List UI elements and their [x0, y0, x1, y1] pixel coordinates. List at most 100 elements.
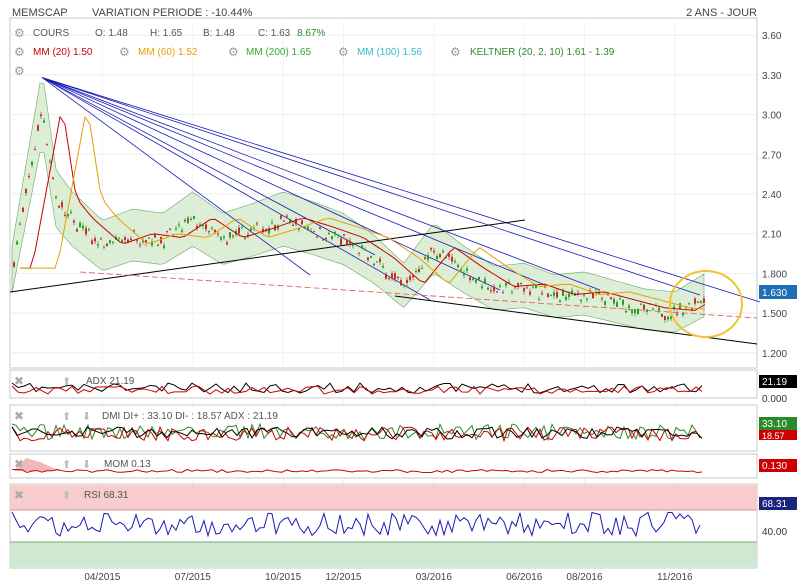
candle-body [433, 250, 435, 253]
candle-body [19, 223, 21, 225]
candle-body [364, 249, 366, 251]
candle-body [499, 285, 501, 287]
close-icon[interactable]: ✖ [14, 457, 24, 471]
candle-body [340, 238, 342, 245]
arrow-up-icon[interactable]: ⬆ [62, 490, 71, 502]
candle-body [622, 299, 624, 305]
candle-body [316, 236, 318, 238]
candle-body [313, 231, 315, 233]
candle-body [436, 256, 438, 260]
candle-body [523, 287, 525, 292]
close-icon[interactable]: ✖ [14, 488, 24, 502]
candle-body [613, 298, 615, 304]
candle-body [520, 282, 522, 284]
gear-icon[interactable]: ⚙ [14, 64, 25, 78]
mm20-line [20, 115, 706, 311]
legend-keltner[interactable]: KELTNER (20, 2, 10) 1.61 - 1.39 [470, 47, 615, 58]
candle-body [202, 225, 204, 227]
close-icon[interactable]: ✖ [14, 409, 24, 423]
candle-body [268, 227, 270, 234]
price-tick: 2.40 [762, 190, 782, 201]
legend-mm20[interactable]: MM (20) 1.50 [33, 47, 93, 58]
ticker: MEMSCAP [12, 7, 68, 19]
candle-body [109, 240, 111, 243]
candle-body [130, 238, 132, 241]
candle-body [409, 276, 411, 280]
legend-mm100[interactable]: MM (100) 1.56 [357, 47, 422, 58]
candle-body [652, 308, 654, 310]
candle-body [103, 246, 105, 248]
candle-body [241, 226, 243, 228]
gear-icon[interactable]: ⚙ [338, 45, 349, 59]
rsi-badge: 68.31 [762, 499, 787, 510]
candle-body [46, 144, 48, 146]
candle-body [136, 240, 138, 242]
candle-body [643, 304, 645, 310]
candle-body [334, 231, 336, 235]
adx-badge-bg [759, 375, 797, 388]
dmi-minus-badge-bg [759, 430, 797, 440]
legend-cours[interactable]: ⚙ COURS O: 1.48 H: 1.65 B: 1.48 C: 1.63 … [14, 26, 325, 40]
candle-body [280, 215, 282, 219]
candle-body [112, 241, 114, 243]
gear-icon[interactable]: ⚙ [450, 45, 461, 59]
candle-body [466, 268, 468, 271]
candle-body [379, 258, 381, 262]
candle-body [106, 243, 108, 246]
candle-body [43, 120, 45, 123]
arrow-up-icon[interactable]: ⬆ [62, 411, 71, 423]
candle-body [166, 231, 168, 233]
candle-body [406, 279, 408, 283]
candle-body [70, 211, 72, 213]
candle-body [442, 250, 444, 253]
candle-body [289, 219, 291, 222]
legend-mm60[interactable]: MM (60) 1.52 [138, 47, 198, 58]
gear-icon[interactable]: ⚙ [14, 26, 25, 40]
candle-body [601, 298, 603, 300]
candle-body [496, 291, 498, 293]
arrow-up-icon[interactable]: ⬆ [62, 376, 71, 388]
arrow-up-icon[interactable]: ⬆ [62, 459, 71, 471]
candle-body [223, 236, 225, 238]
date-tick: 10/2015 [265, 572, 302, 583]
rsi-oversold-zone [10, 542, 757, 567]
candle-body [481, 286, 483, 289]
price-badge: 1.630 [762, 288, 787, 299]
trend-line [9, 219, 526, 293]
candle-body [34, 149, 36, 151]
arrow-down-icon[interactable]: ⬇ [82, 411, 91, 423]
gear-icon[interactable]: ⚙ [119, 45, 130, 59]
arrow-down-icon[interactable]: ⬇ [82, 459, 91, 471]
mom-badge-bg [759, 459, 797, 472]
mom-area [14, 458, 60, 471]
candle-body [403, 285, 405, 287]
candle-body [79, 222, 81, 228]
candle-body [469, 277, 471, 281]
candle-body [208, 231, 210, 233]
candle-body [133, 230, 135, 232]
close-icon[interactable]: ✖ [14, 374, 24, 388]
legend-change: 8.67% [297, 28, 325, 39]
candle-body [337, 234, 339, 236]
candle-body [427, 255, 429, 260]
candle-body [583, 294, 585, 296]
gear-icon[interactable]: ⚙ [228, 45, 239, 59]
candle-body [325, 237, 327, 240]
candle-body [430, 248, 432, 250]
price-tick: 1.500 [762, 309, 787, 320]
highlight-circle [669, 270, 743, 338]
price-tick: 3.60 [762, 31, 782, 42]
fan-lines [9, 77, 761, 345]
legend-mm200[interactable]: MM (200) 1.65 [246, 47, 311, 58]
gear-icon[interactable]: ⚙ [14, 45, 25, 59]
price-tick: 3.30 [762, 71, 782, 82]
candle-body [28, 175, 30, 177]
dmi-minus-line [11, 425, 701, 443]
candle-body [349, 240, 351, 246]
candle-body [169, 228, 171, 230]
date-axis: 04/2015 07/2015 10/2015 12/2015 03/2016 06/20… [84, 572, 693, 583]
candle-body [451, 256, 453, 262]
candle-body [592, 293, 594, 299]
candle-body [13, 262, 15, 267]
